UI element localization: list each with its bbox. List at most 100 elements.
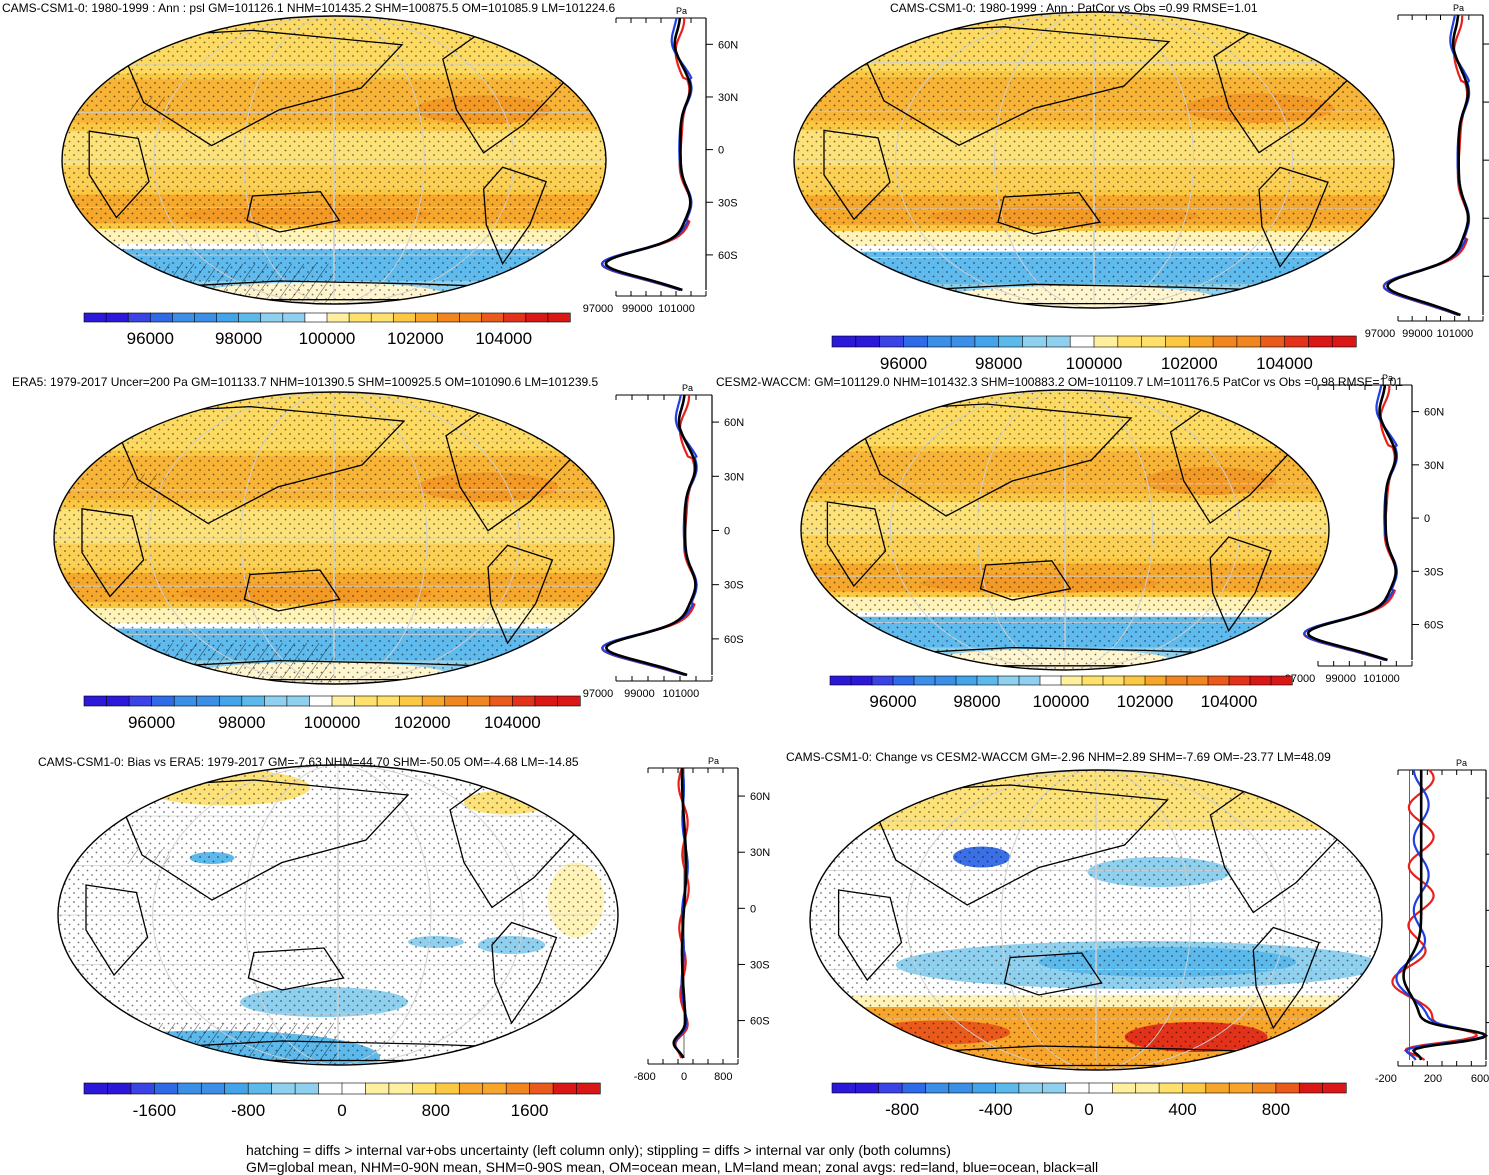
zonal-series-all [1386, 14, 1470, 317]
hatching [143, 263, 334, 304]
graticule-meridian [244, 765, 432, 1065]
colorbar-box [1088, 1082, 1113, 1094]
coastline [81, 508, 145, 598]
map-change [809, 769, 1383, 1071]
colorbar-box [1039, 675, 1062, 686]
colorbar-box [1046, 335, 1071, 348]
colorbar-box [196, 695, 220, 707]
colorbar-box [512, 695, 536, 707]
colorbar-box [913, 675, 936, 686]
footer-note-hatching: hatching = diffs > internal var+obs unce… [246, 1142, 951, 1158]
colorbar-box [948, 1082, 973, 1094]
colorbar-box [318, 1082, 343, 1095]
zonal-lat-label: 60N [724, 417, 744, 429]
colorbar-box [194, 312, 218, 323]
colorbar-tick-label: 104000 [1201, 692, 1258, 711]
colorbar-box [83, 312, 107, 323]
graticule-meridian [906, 770, 1286, 1070]
colorbar-box [1236, 335, 1262, 348]
colorbar-box [576, 1082, 601, 1095]
colorbar-bias: -1600 -800 0 800 1600 [83, 1082, 601, 1120]
colorbar-box [1041, 1082, 1067, 1094]
colorbar-box [1158, 1082, 1184, 1094]
colorbar-box [154, 1082, 179, 1095]
colorbar-box [1205, 1082, 1230, 1094]
colorbar-tick-label: 100000 [1033, 692, 1090, 711]
zonal-plot-model-mean: 60N 30N 0 30S 60S Pa 97000 99000 101000 [583, 6, 739, 315]
zonal-lat-label: 30S [1424, 566, 1444, 578]
coastline [247, 947, 345, 991]
colorbar-box [955, 675, 978, 686]
coastline [482, 166, 548, 266]
colorbar-tick-label: 104000 [475, 329, 532, 348]
colorbar-box [557, 695, 581, 707]
colorbar-box [1123, 675, 1146, 686]
graticule-meridian [889, 390, 1241, 670]
colorbar-box [976, 675, 999, 686]
colorbar-box [1207, 675, 1230, 686]
colorbar-tick-label: 96000 [128, 713, 175, 732]
zonal-series-land [1391, 769, 1479, 1061]
colorbar-box [173, 695, 198, 707]
colorbar-box [105, 312, 129, 323]
colorbar-box [529, 1082, 554, 1095]
colorbar-tick-label: 96000 [869, 692, 916, 711]
hatching [125, 849, 170, 864]
graticule-meridian [1093, 12, 1095, 308]
colorbar-reference-model: 96000 98000 100000 102000 104000 [829, 675, 1293, 711]
colorbar-box [1117, 335, 1143, 348]
colorbar-box [482, 1082, 507, 1095]
colorbar-box [855, 335, 881, 348]
zonal-plot-model-vs-obs: Pa 97000 99000 101000 [1365, 3, 1489, 340]
coastline [866, 784, 1169, 906]
colorbar-box [901, 1082, 927, 1094]
graticule-meridian [243, 16, 425, 304]
graticule-meridian [1095, 770, 1097, 1070]
colorbar-model-vs-obs: 96000 98000 100000 102000 104000 [831, 335, 1357, 373]
colorbar-box [1308, 335, 1333, 348]
title-change: CAMS-CSM1-0: Change vs CESM2-WACCM GM=-2… [786, 750, 1331, 764]
title-bias: CAMS-CSM1-0: Bias vs ERA5: 1979-2017 GM=… [38, 755, 579, 769]
colorbar-tick-label: -1600 [133, 1101, 176, 1120]
coastline [491, 921, 558, 1025]
colorbar-tick-label: 0 [337, 1101, 346, 1120]
colorbar-box [855, 1082, 880, 1094]
colorbar-box [224, 1082, 249, 1095]
colorbar-box [1022, 335, 1047, 348]
colorbar-box [1182, 1082, 1207, 1094]
graticule-meridian [994, 12, 1194, 308]
colorbar-box [151, 695, 175, 707]
colorbar-tick-label: 102000 [1117, 692, 1174, 711]
coastline [243, 569, 341, 612]
colorbar-box [1228, 1082, 1254, 1094]
graticule-meridian [152, 765, 524, 1065]
colorbar-box [348, 312, 372, 323]
zonal-series-all [604, 394, 697, 677]
colorbar-change: -800 -400 0 400 800 [831, 1082, 1347, 1119]
colorbar-box [388, 1082, 413, 1095]
colorbar-box [309, 695, 333, 707]
zonal-unit-label: Pa [1382, 373, 1393, 383]
graticule-meridian [976, 390, 1154, 670]
zonal-unit-label: Pa [708, 756, 719, 766]
zonal-lat-label: 30N [718, 92, 738, 104]
colorbar-box [177, 1082, 202, 1095]
colorbar-box [354, 695, 378, 707]
colorbar-box [1322, 1082, 1347, 1094]
colorbar-tick-label: 100000 [299, 329, 356, 348]
colorbar-box [892, 675, 915, 686]
hatching [142, 1023, 338, 1065]
colorbar-tick-label: 0 [1084, 1100, 1093, 1119]
zonal-unit-label: Pa [1453, 3, 1464, 13]
colorbar-box [831, 1082, 856, 1094]
colorbar-box [107, 1082, 132, 1095]
colorbar-box [83, 695, 108, 707]
colorbar-box [1228, 675, 1251, 686]
colorbar-box [1188, 335, 1214, 348]
coastline [246, 191, 341, 233]
hatching [121, 473, 166, 489]
colorbar-box [1165, 675, 1188, 686]
footer-note-means: GM=global mean, NHM=0-90N mean, SHM=0-90… [246, 1159, 1098, 1175]
colorbar-box [1144, 675, 1167, 686]
